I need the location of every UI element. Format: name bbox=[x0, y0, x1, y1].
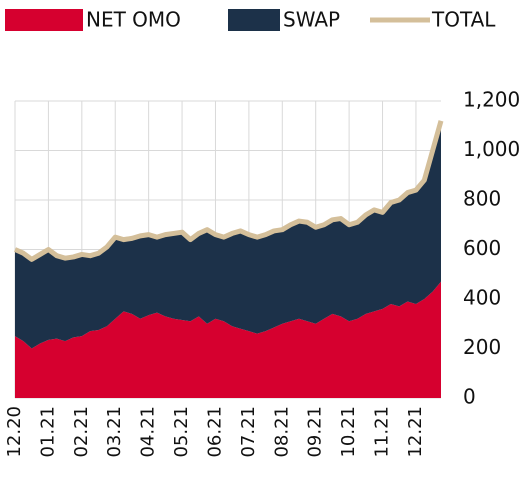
x-tick-label: 08.21 bbox=[271, 406, 292, 458]
legend-label: SWAP bbox=[283, 8, 340, 32]
x-tick-label: 05.21 bbox=[171, 406, 192, 458]
x-tick-label: 10.21 bbox=[338, 406, 359, 458]
y-tick-label: 200 bbox=[463, 335, 501, 359]
x-tick-label: 11.21 bbox=[372, 406, 393, 458]
y-tick-label: 1,000 bbox=[463, 137, 520, 161]
x-tick-label: 06.21 bbox=[204, 406, 225, 458]
y-tick-label: 1,200 bbox=[463, 88, 520, 112]
x-tick-label: 04.21 bbox=[138, 406, 159, 458]
area bbox=[15, 120, 441, 349]
area bbox=[15, 281, 441, 398]
x-tick-label: 01.21 bbox=[37, 406, 58, 458]
x-tick-label: 12.21 bbox=[405, 406, 426, 458]
legend-label: NET OMO bbox=[86, 8, 181, 32]
y-tick-label: 600 bbox=[463, 236, 501, 260]
x-tick-label: 12.20 bbox=[4, 406, 25, 458]
x-tick-label: 09.21 bbox=[305, 406, 326, 458]
legend-label: TOTAL bbox=[431, 8, 496, 32]
x-tick-label: 03.21 bbox=[104, 406, 125, 458]
y-tick-label: 0 bbox=[463, 385, 476, 409]
x-tick-label: 02.21 bbox=[71, 406, 92, 458]
line bbox=[13, 120, 444, 262]
y-tick-label: 800 bbox=[463, 187, 501, 211]
legend-swatch bbox=[5, 9, 83, 31]
x-tick-label: 07.21 bbox=[238, 406, 259, 458]
legend-swatch bbox=[228, 9, 280, 31]
y-tick-label: 400 bbox=[463, 286, 501, 310]
